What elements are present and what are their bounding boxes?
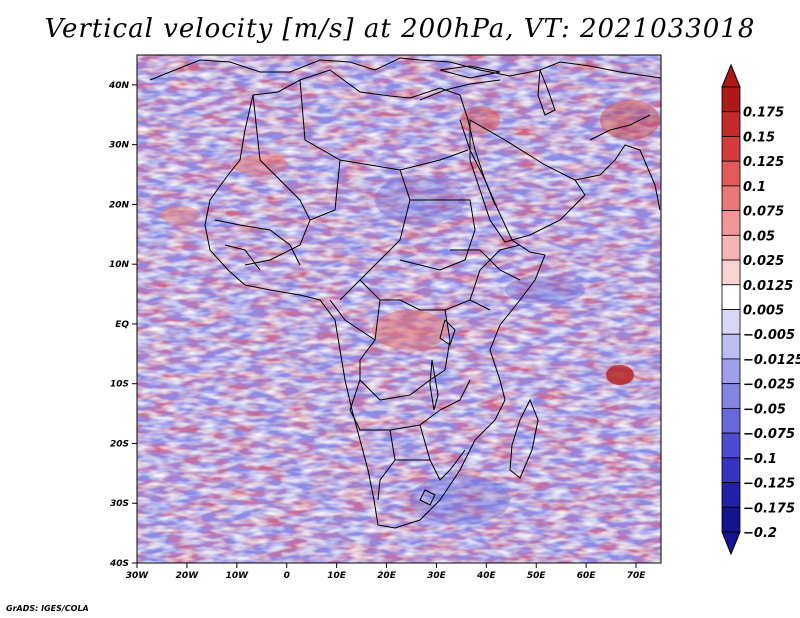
lon-tick-label: 30E (427, 571, 447, 581)
colorbar-swatch (721, 309, 741, 335)
colorbar-swatch (721, 506, 741, 533)
colorbar-label: −0.1 (743, 452, 777, 467)
colorbar-swatch (721, 160, 741, 187)
colorbar-label: −0.05 (743, 402, 786, 417)
coastlines (149, 57, 661, 529)
colorbar-swatch (721, 86, 741, 113)
colorbar-swatch (721, 482, 741, 508)
colorbar-swatch (721, 210, 741, 236)
colorbar-label: 0.15 (743, 130, 775, 145)
velocity-field (137, 55, 661, 563)
lon-tick-label: 0 (284, 571, 290, 581)
colorbar-label: −0.175 (743, 501, 795, 516)
colorbar-swatch (721, 111, 741, 137)
colorbar-label: −0.2 (743, 526, 777, 541)
latitude-axis: 40N 30N 20N 10N EQ 10S 20S 30S 40S (108, 81, 137, 569)
lat-tick-label: 30N (109, 141, 130, 151)
colorbar-label: 0.125 (743, 155, 784, 170)
lon-tick-label: 60E (577, 571, 597, 581)
lat-tick-label: 20N (109, 200, 130, 210)
colorbar-label: 0.075 (743, 205, 784, 220)
lat-tick-label: 20S (110, 439, 129, 449)
colorbar-swatch (721, 234, 741, 261)
colorbar-swatch (721, 432, 741, 459)
colorbar-swatch (721, 407, 741, 434)
lon-tick-label: 20W (176, 571, 200, 581)
longitude-axis: 30W 20W 10W 0 10E 20E 30E 40E 50E 60E 70E (126, 563, 646, 581)
colorbar-label: 0.0125 (743, 279, 793, 294)
colorbar-swatch (721, 333, 741, 360)
lon-tick-label: 40E (476, 571, 497, 581)
lat-tick-label: 40S (109, 559, 129, 569)
colorbar-swatch (721, 185, 741, 212)
colorbar-swatch (721, 358, 741, 385)
lat-tick-label: 30S (110, 499, 129, 509)
colorbar-label: 0.175 (743, 106, 784, 121)
colorbar-label: −0.0125 (743, 353, 800, 368)
colorbar-label: 0.1 (743, 180, 766, 195)
colorbar-swatch (721, 136, 741, 162)
colorbar-swatch (721, 284, 741, 310)
lat-tick-label: 40N (108, 81, 130, 91)
colorbar-label: −0.125 (743, 477, 795, 492)
credit-label: GrADS: IGES/COLA (6, 604, 89, 613)
colorbar-bottom-arrow (721, 531, 741, 556)
lat-tick-label: EQ (115, 320, 129, 330)
colorbar-label: 0.05 (743, 229, 775, 244)
lon-tick-label: 20E (377, 571, 397, 581)
colorbar: 0.175 0.15 0.125 0.1 0.075 0.05 0.025 0.0125 0.0… (721, 63, 800, 556)
map-frame (136, 54, 662, 564)
colorbar-swatch (721, 383, 741, 409)
lon-tick-label: 70E (627, 571, 647, 581)
figure-title: Vertical velocity [m/s] at 200hPa, VT: 2… (44, 14, 756, 44)
lon-tick-label: 50E (527, 571, 547, 581)
colorbar-label: 0.005 (743, 304, 784, 319)
colorbar-label: −0.075 (743, 427, 795, 442)
lat-tick-label: 10N (109, 260, 130, 270)
colorbar-label: −0.025 (743, 378, 795, 393)
colorbar-swatch (721, 259, 741, 286)
colorbar-top-arrow (721, 63, 741, 88)
colorbar-label: −0.005 (743, 328, 795, 343)
colorbar-label: 0.025 (743, 254, 784, 269)
lon-tick-label: 10E (327, 571, 347, 581)
colorbar-swatch (721, 457, 741, 483)
lon-tick-label: 10W (226, 571, 250, 581)
lon-tick-label: 30W (126, 571, 150, 581)
lat-tick-label: 10S (110, 380, 129, 390)
